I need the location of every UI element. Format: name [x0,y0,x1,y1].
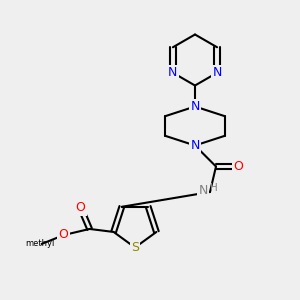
Text: O: O [76,202,85,214]
Text: N: N [190,139,200,152]
Text: N: N [168,66,178,79]
Text: methyl: methyl [26,239,55,248]
Text: H: H [210,183,218,193]
Text: N: N [199,184,208,197]
Text: O: O [234,160,243,173]
Text: O: O [58,229,68,242]
Text: S: S [131,241,139,254]
Text: N: N [190,100,200,113]
Text: N: N [212,66,222,79]
